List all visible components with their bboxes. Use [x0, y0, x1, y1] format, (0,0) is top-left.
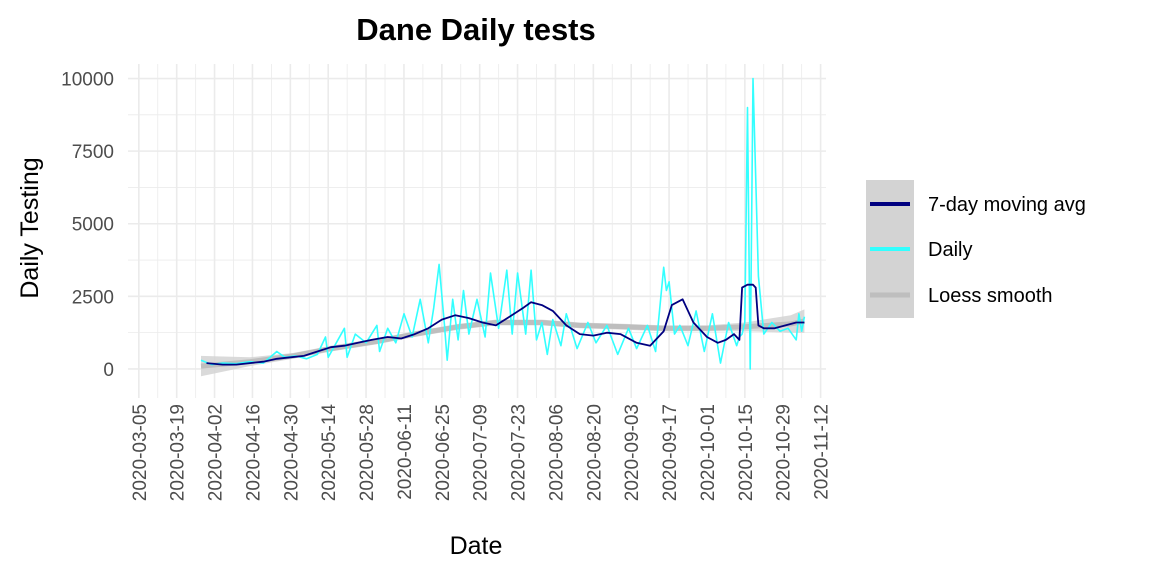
y-axis-ticks: 0 2500 5000 7500 10000 — [61, 70, 114, 381]
chart-title: Dane Daily tests — [356, 12, 596, 47]
x-tick-label: 2020-08-20 — [584, 404, 605, 501]
x-tick-label: 2020-11-12 — [812, 404, 833, 500]
x-tick-label: 2020-06-11 — [395, 404, 416, 500]
legend-label-moving-avg: 7-day moving avg — [928, 194, 1086, 216]
series-layer — [200, 77, 806, 370]
legend-label-daily: Daily — [928, 239, 972, 261]
x-tick-label: 2020-04-30 — [281, 404, 302, 501]
legend: 7-day moving avg Daily Loess smooth — [866, 180, 1086, 318]
x-tick-label: 2020-03-19 — [168, 404, 189, 501]
x-tick-label: 2020-10-01 — [698, 404, 719, 501]
series-moving-avg — [206, 283, 805, 366]
y-tick-label: 2500 — [72, 287, 114, 308]
x-tick-label: 2020-04-16 — [243, 404, 264, 501]
x-tick-label: 2020-03-05 — [130, 404, 151, 501]
y-axis-title: Daily Testing — [16, 157, 44, 298]
x-axis-ticks: 2020-03-05 2020-03-19 2020-04-02 2020-04-16… — [130, 404, 833, 502]
y-tick-label: 5000 — [72, 215, 114, 236]
x-tick-label: 2020-06-25 — [433, 404, 454, 501]
legend-label-loess: Loess smooth — [928, 285, 1053, 307]
y-tick-label: 7500 — [72, 142, 114, 163]
x-tick-label: 2020-10-29 — [774, 404, 795, 501]
x-tick-label: 2020-09-17 — [660, 404, 681, 501]
x-tick-label: 2020-09-03 — [622, 404, 643, 501]
series-loess-smooth — [200, 318, 805, 369]
grid — [128, 64, 826, 398]
x-axis-title: Date — [450, 532, 503, 560]
x-tick-label: 2020-08-06 — [546, 404, 567, 501]
x-tick-label: 2020-07-09 — [471, 404, 492, 501]
x-tick-label: 2020-10-15 — [736, 404, 757, 501]
x-tick-label: 2020-07-23 — [509, 404, 530, 501]
x-tick-label: 2020-05-14 — [319, 404, 340, 502]
y-tick-label: 0 — [103, 360, 114, 381]
x-tick-label: 2020-04-02 — [206, 404, 227, 501]
x-tick-label: 2020-05-28 — [357, 404, 378, 501]
y-tick-label: 10000 — [61, 70, 114, 91]
